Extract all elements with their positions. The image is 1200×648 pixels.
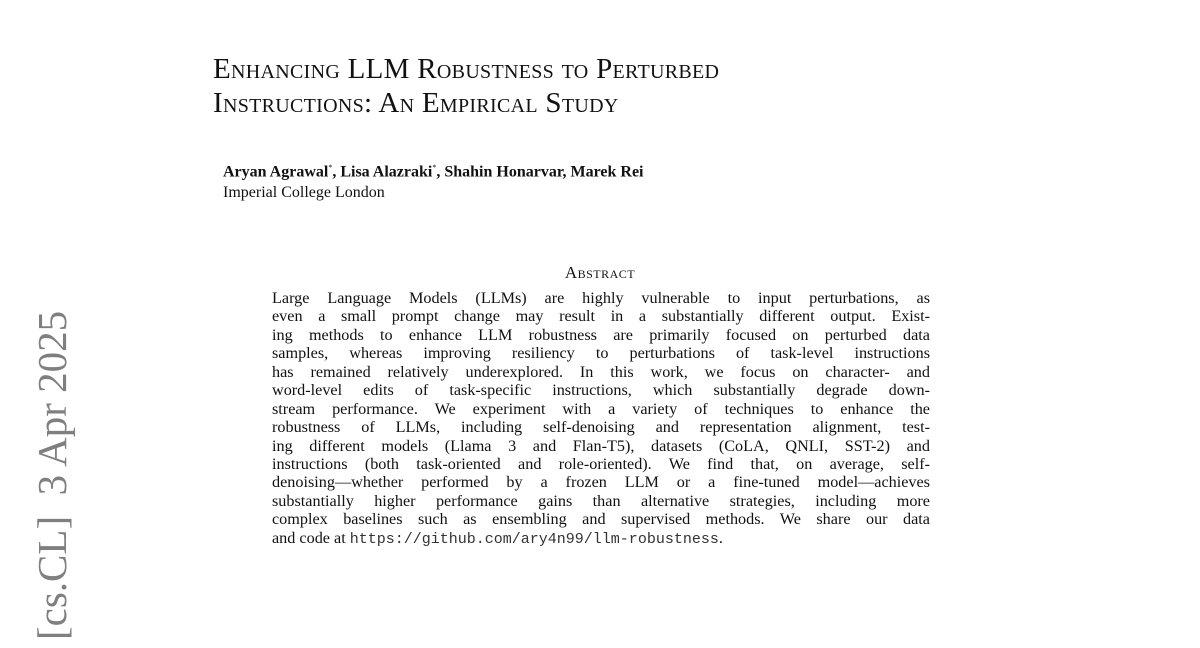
abstract-line: stream performance. We experiment with a… <box>272 399 930 418</box>
abstract-line: complex baselines such as ensembling and… <box>272 510 930 529</box>
author: Lisa Alazraki <box>340 163 433 181</box>
abstract-line: samples, whereas improving resiliency to… <box>272 344 930 363</box>
affiliation: Imperial College London <box>223 184 385 201</box>
abstract-line: word-level edits of task-specific instru… <box>272 381 930 400</box>
code-availability-text: and code at <box>272 528 350 547</box>
equal-contribution-mark: * <box>432 163 437 172</box>
abstract-line: Large Language Models (LLMs) are highly … <box>272 289 930 307</box>
equal-contribution-mark: * <box>328 163 333 172</box>
author: Aryan Agrawal <box>223 163 329 181</box>
author: Shahin Honarvar <box>444 163 563 181</box>
abstract-line: robustness of LLMs, including self-denoi… <box>272 418 930 437</box>
author: Marek Rei <box>570 163 644 181</box>
abstract-line: has remained relatively underexplored. I… <box>272 362 930 381</box>
title-line: Instructions: An Empirical Study <box>213 87 619 119</box>
author-list: Aryan Agrawal*, Lisa Alazraki*, Shahin H… <box>223 163 644 181</box>
abstract-heading: Abstract <box>564 263 636 282</box>
paper-title: Enhancing LLM Robustness to Perturbed In… <box>213 52 719 120</box>
abstract-line: and code at https://github.com/ary4n99/l… <box>272 528 930 548</box>
abstract-line: denoising—whether performed by a frozen … <box>272 473 930 492</box>
abstract-line: instructions (both task-oriented and rol… <box>272 454 930 473</box>
period: . <box>718 528 723 547</box>
title-line: Enhancing LLM Robustness to Perturbed <box>213 53 720 85</box>
abstract-body: Large Language Models (LLMs) are highly … <box>272 289 930 548</box>
abstract-line: ing methods to enhance LLM robustness ar… <box>272 325 930 344</box>
abstract-line: substantially higher performance gains t… <box>272 491 930 510</box>
repository-link[interactable]: https://github.com/ary4n99/llm-robustnes… <box>349 530 719 548</box>
abstract-line: even a small prompt change may result in… <box>272 307 930 326</box>
arxiv-stamp: [cs.CL] 3 Apr 2025 <box>29 310 75 640</box>
abstract-line: ing different models (Llama 3 and Flan-T… <box>272 436 930 455</box>
